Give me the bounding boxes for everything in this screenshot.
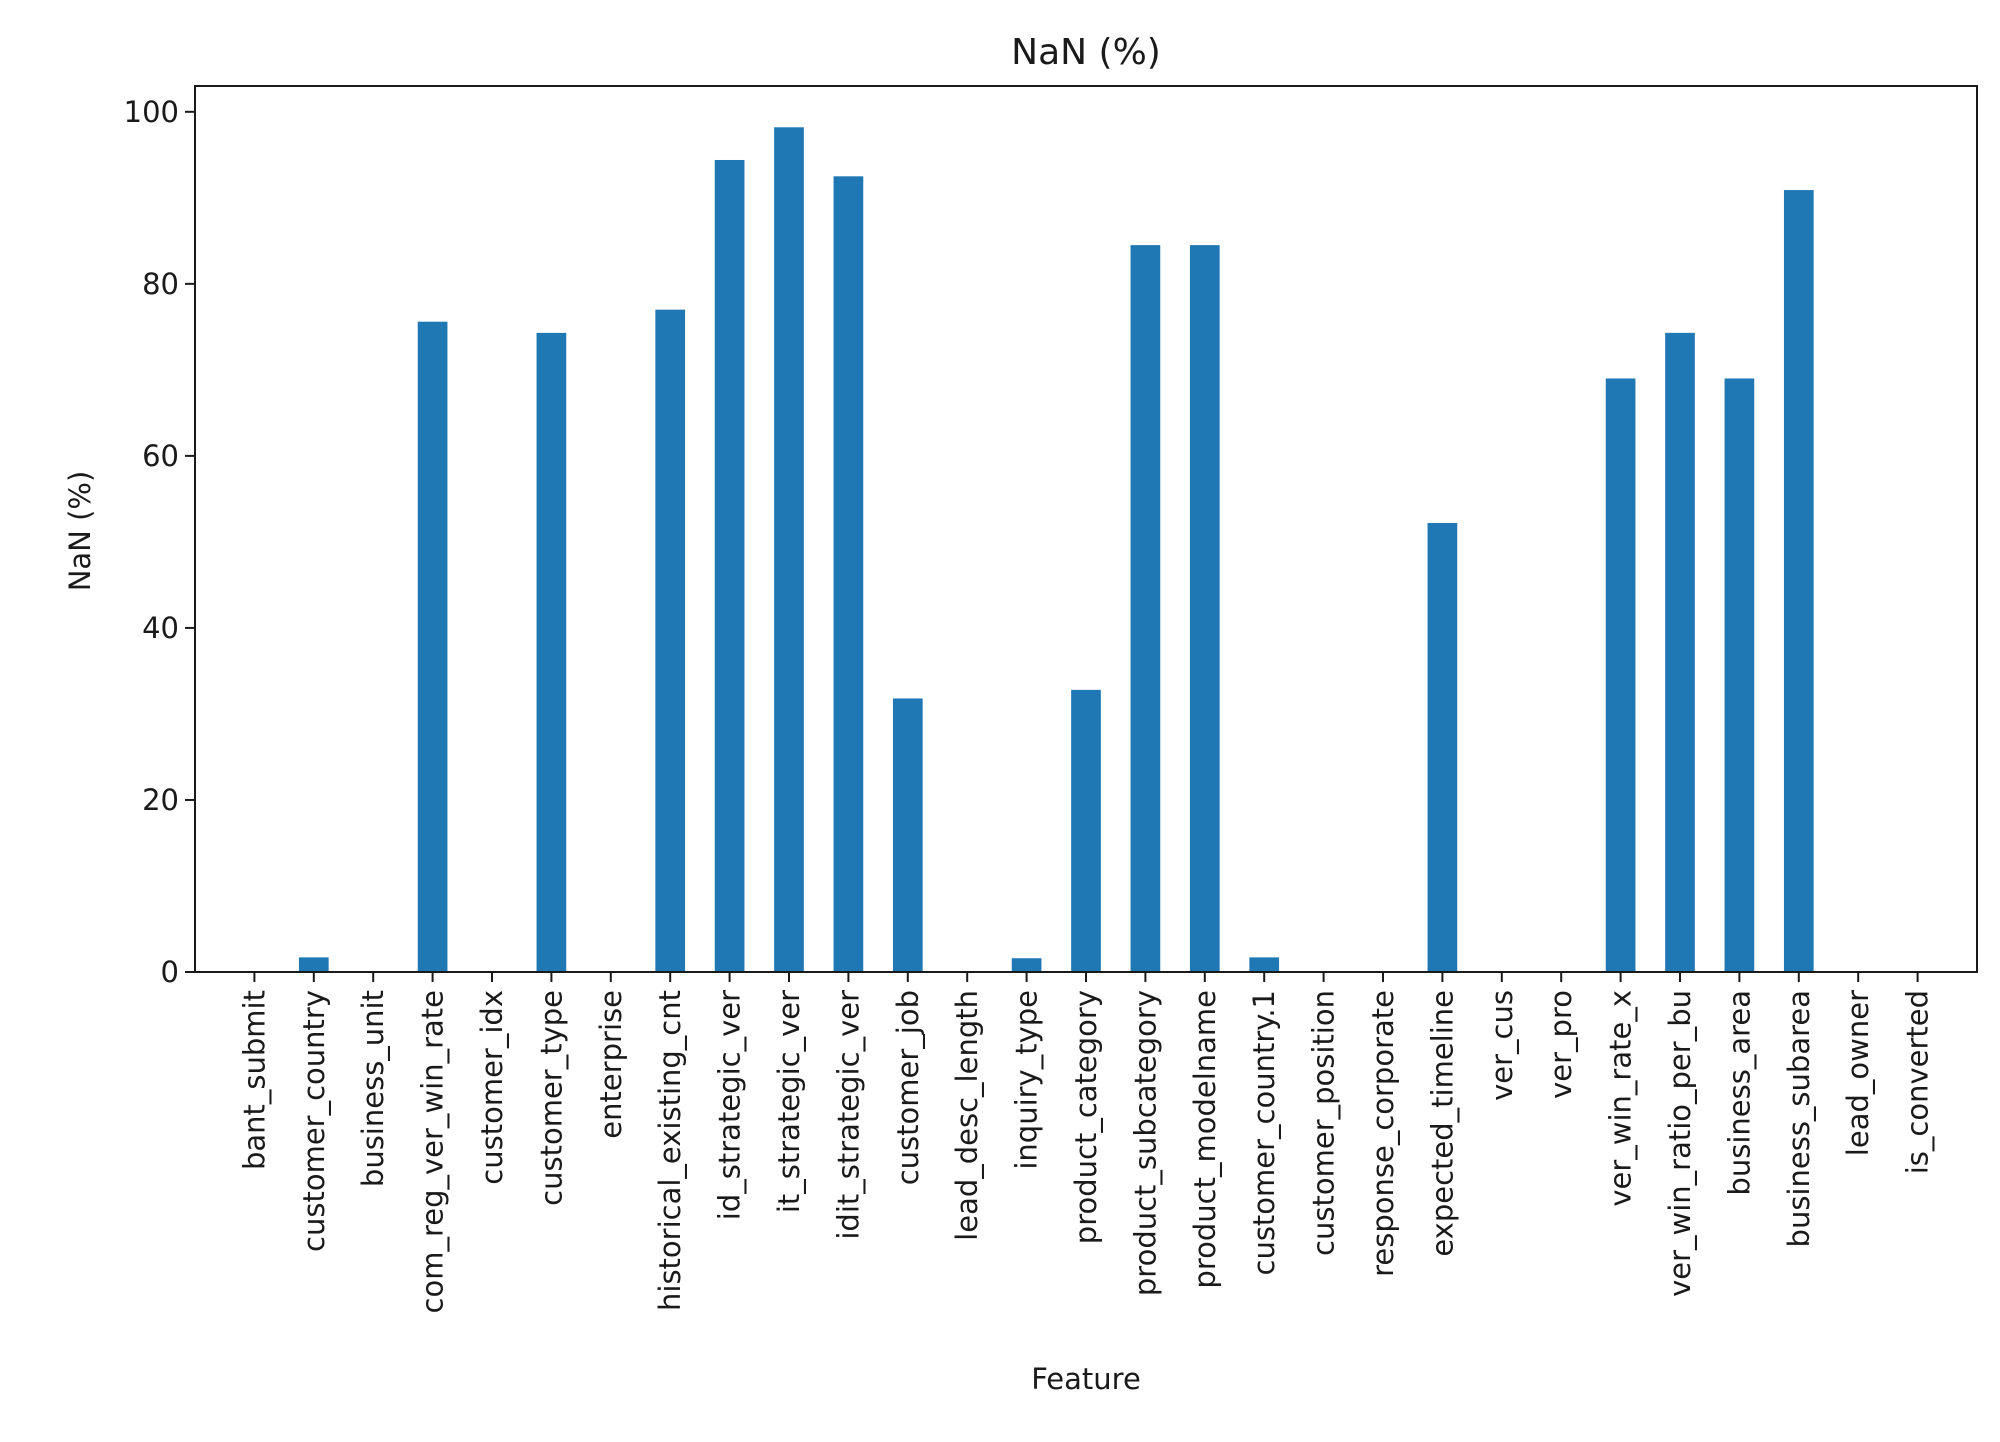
x-tick-label: ver_win_ratio_per_bu — [1663, 990, 1697, 1297]
bar-com-reg-ver-win-rate — [417, 321, 448, 972]
x-tick-label: customer_position — [1307, 990, 1341, 1256]
x-tick-label: product_subcategory — [1128, 990, 1162, 1296]
x-tick-label: business_unit — [356, 990, 390, 1187]
y-tick-label: 80 — [142, 267, 179, 301]
plot-frame — [194, 85, 1978, 973]
x-tick-label: inquiry_type — [1010, 990, 1044, 1170]
x-tick-label: it_strategic_ver — [772, 990, 806, 1213]
bar-business-subarea — [1783, 190, 1814, 972]
x-axis-label: Feature — [1031, 1362, 1141, 1396]
bar-idit-strategic-ver — [833, 176, 864, 973]
x-tick-label: enterprise — [594, 990, 628, 1139]
x-tick-label: customer_country.1 — [1247, 990, 1281, 1276]
bar-business-area — [1724, 378, 1755, 972]
bar-ver-win-ratio-per-bu — [1665, 332, 1695, 972]
x-tick-label: customer_idx — [475, 990, 509, 1185]
chart-title: NaN (%) — [1011, 32, 1161, 73]
bar-customer-type — [536, 332, 567, 972]
bar-product-subcategory — [1130, 245, 1161, 972]
bar-product-category — [1071, 689, 1101, 972]
x-tick-label: lead_owner — [1841, 990, 1875, 1156]
bar-product-modelname — [1189, 245, 1220, 972]
bar-customer-job — [892, 698, 923, 972]
x-tick-label: business_area — [1722, 990, 1756, 1196]
x-tick-label: ver_win_rate_x — [1604, 990, 1638, 1207]
x-tick-label: is_converted — [1901, 990, 1935, 1174]
y-tick-label: 20 — [142, 783, 179, 817]
bar-customer-country — [298, 957, 329, 972]
y-tick-label: 100 — [124, 95, 179, 129]
y-axis-ticks: 0 20 40 60 80 100 — [124, 95, 195, 989]
x-tick-label: product_modelname — [1188, 990, 1222, 1289]
x-tick-label: ver_cus — [1485, 990, 1519, 1101]
bar-expected-timeline — [1427, 522, 1458, 972]
x-tick-label: ver_pro — [1544, 990, 1578, 1099]
x-tick-label: bant_submit — [237, 990, 271, 1170]
x-tick-label: id_strategic_ver — [713, 990, 747, 1220]
bars-group — [298, 127, 1814, 973]
bar-customer-country-1 — [1249, 957, 1280, 972]
bar-inquiry-type — [1011, 958, 1042, 972]
y-tick-label: 0 — [161, 955, 179, 989]
x-tick-label: customer_type — [534, 990, 568, 1206]
bar-ver-win-rate-x — [1605, 378, 1636, 972]
x-tick-label: expected_timeline — [1425, 990, 1459, 1257]
y-tick-label: 40 — [142, 611, 179, 645]
x-tick-label: customer_country — [297, 990, 331, 1252]
x-tick-label: lead_desc_length — [950, 990, 984, 1241]
x-tick-label: customer_job — [891, 990, 925, 1185]
x-axis-ticks: bant_submit customer_country business_unit… — [237, 972, 1935, 1313]
y-tick-label: 60 — [142, 439, 179, 473]
x-tick-label: business_subarea — [1782, 990, 1816, 1247]
x-tick-label: historical_existing_cnt — [653, 990, 687, 1311]
bar-it-strategic-ver — [774, 127, 804, 973]
x-tick-label: idit_strategic_ver — [831, 990, 865, 1240]
bar-historical-existing-cnt — [655, 309, 686, 972]
x-tick-label: com_reg_ver_win_rate — [416, 990, 450, 1313]
x-tick-label: response_corporate — [1366, 990, 1400, 1277]
x-tick-label: product_category — [1069, 990, 1103, 1244]
y-axis-label: NaN (%) — [63, 471, 97, 592]
bar-id-strategic-ver — [714, 159, 745, 973]
